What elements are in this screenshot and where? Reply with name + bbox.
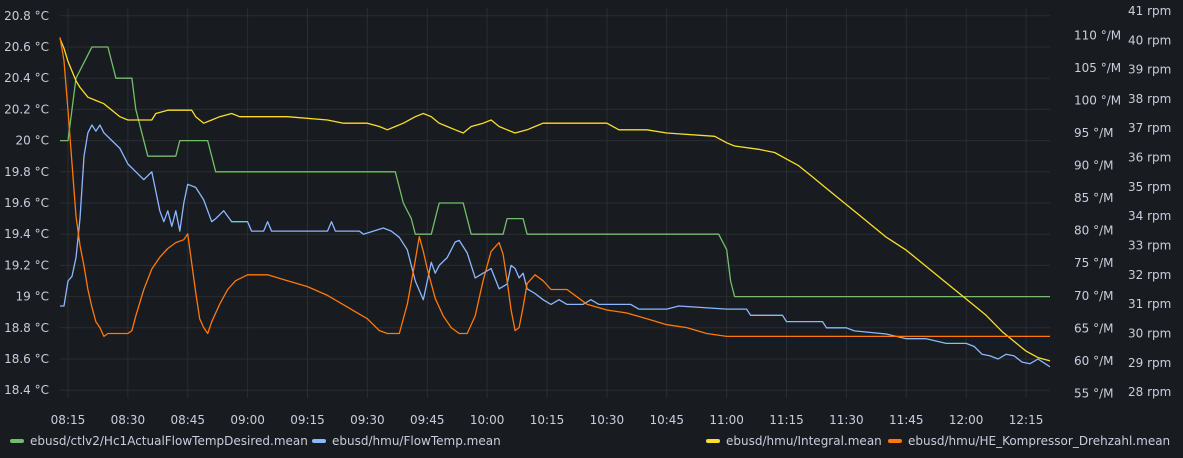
series-lines [59, 37, 1051, 368]
legend-item-integral[interactable]: ebusd/hmu/Integral.mean [706, 434, 882, 448]
right-tick-label-rpm: 33 rpm [1128, 239, 1171, 253]
legend-item-flow-temp-desired[interactable]: ebusd/ctlv2/Hc1ActualFlowTempDesired.mea… [10, 434, 308, 448]
right-tick-label-integral: 80 °/M [1074, 224, 1113, 238]
x-tick-label: 09:00 [230, 413, 265, 427]
series-line-1 [60, 124, 1051, 368]
right-tick-label-rpm: 39 rpm [1128, 63, 1171, 77]
x-tick-label: 09:45 [410, 413, 445, 427]
legend-swatch [706, 439, 720, 443]
right-tick-label-rpm: 34 rpm [1128, 209, 1171, 223]
right-tick-label-rpm: 28 rpm [1128, 385, 1171, 399]
legend-label: ebusd/hmu/Integral.mean [726, 434, 882, 448]
left-tick-label: 19.8 °C [4, 165, 49, 179]
left-axis: 18.4 °C 18.6 °C 18.8 °C 19 °C 19.2 °C 19.4 °C… [4, 9, 49, 397]
x-tick-label: 11:15 [769, 413, 804, 427]
x-tick-label: 08:30 [111, 413, 146, 427]
right-tick-label-integral: 85 °/M [1074, 191, 1113, 205]
series-line-0 [60, 46, 1050, 298]
x-tick-label: 09:15 [290, 413, 325, 427]
right-tick-label-integral: 60 °/M [1074, 354, 1113, 368]
x-tick-label: 10:45 [649, 413, 684, 427]
right-tick-label-integral: 100 °/M [1074, 93, 1121, 107]
left-tick-label: 19.2 °C [4, 258, 49, 272]
x-tick-label: 10:30 [590, 413, 625, 427]
x-tick-label: 10:00 [470, 413, 505, 427]
left-tick-label: 18.4 °C [4, 383, 49, 397]
left-tick-label: 20.6 °C [4, 40, 49, 54]
x-tick-label: 11:00 [709, 413, 744, 427]
x-tick-label: 08:45 [170, 413, 205, 427]
grid-lines [60, 8, 1050, 398]
legend-item-compressor-speed[interactable]: ebusd/hmu/HE_Kompressor_Drehzahl.mean [888, 434, 1170, 448]
legend-swatch [312, 439, 326, 443]
x-tick-label: 12:15 [1009, 413, 1044, 427]
right-tick-label-rpm: 32 rpm [1128, 268, 1171, 282]
left-tick-label: 19 °C [16, 290, 49, 304]
x-tick-label: 10:15 [530, 413, 565, 427]
left-tick-label: 20.8 °C [4, 9, 49, 23]
left-tick-label: 20.2 °C [4, 102, 49, 116]
left-tick-label: 19.6 °C [4, 196, 49, 210]
legend-label: ebusd/hmu/FlowTemp.mean [332, 434, 501, 448]
timeseries-chart: 18.4 °C 18.6 °C 18.8 °C 19 °C 19.2 °C 19.4 °C… [4, 4, 1171, 427]
right-tick-label-integral: 105 °/M [1074, 61, 1121, 75]
x-tick-label: 08:15 [51, 413, 86, 427]
x-tick-label: 09:30 [350, 413, 385, 427]
right-tick-label-integral: 90 °/M [1074, 159, 1113, 173]
legend-label: ebusd/hmu/HE_Kompressor_Drehzahl.mean [908, 434, 1171, 448]
series-line-2 [59, 38, 1051, 362]
x-tick-label: 12:00 [949, 413, 984, 427]
left-tick-label: 18.8 °C [4, 321, 49, 335]
right-tick-label-rpm: 35 rpm [1128, 180, 1171, 194]
legend-swatch [888, 439, 902, 443]
right-axis-rpm: 28 rpm 29 rpm 30 rpm 31 rpm 32 rpm 33 rpm 34 r… [1128, 4, 1171, 399]
series-line-3 [59, 37, 1050, 338]
right-tick-label-integral: 75 °/M [1074, 256, 1113, 270]
left-tick-label: 20 °C [16, 134, 49, 148]
x-axis: 08:15 08:30 08:45 09:00 09:15 09:30 09:45 10:00… [51, 413, 1044, 427]
right-axis-integral: 55 °/M 60 °/M 65 °/M 70 °/M 75 °/M 80 °/M 85 °… [1074, 28, 1121, 400]
right-tick-label-integral: 55 °/M [1074, 386, 1113, 400]
legend: ebusd/ctlv2/Hc1ActualFlowTempDesired.mea… [0, 430, 1183, 454]
left-tick-label: 20.4 °C [4, 71, 49, 85]
right-tick-label-rpm: 31 rpm [1128, 297, 1171, 311]
right-tick-label-rpm: 40 rpm [1128, 33, 1171, 47]
right-tick-label-integral: 70 °/M [1074, 289, 1113, 303]
right-tick-label-integral: 65 °/M [1074, 321, 1113, 335]
x-tick-label: 11:30 [829, 413, 864, 427]
right-tick-label-rpm: 29 rpm [1128, 356, 1171, 370]
right-tick-label-rpm: 37 rpm [1128, 121, 1171, 135]
right-tick-label-integral: 95 °/M [1074, 126, 1113, 140]
right-tick-label-rpm: 38 rpm [1128, 92, 1171, 106]
right-tick-label-rpm: 30 rpm [1128, 326, 1171, 340]
right-tick-label-rpm: 41 rpm [1128, 4, 1171, 18]
legend-item-flow-temp[interactable]: ebusd/hmu/FlowTemp.mean [312, 434, 501, 448]
left-tick-label: 19.4 °C [4, 227, 49, 241]
left-tick-label: 18.6 °C [4, 352, 49, 366]
legend-label: ebusd/ctlv2/Hc1ActualFlowTempDesired.mea… [30, 434, 308, 448]
x-tick-label: 11:45 [889, 413, 924, 427]
legend-swatch [10, 439, 24, 443]
right-tick-label-integral: 110 °/M [1074, 28, 1121, 42]
right-tick-label-rpm: 36 rpm [1128, 151, 1171, 165]
